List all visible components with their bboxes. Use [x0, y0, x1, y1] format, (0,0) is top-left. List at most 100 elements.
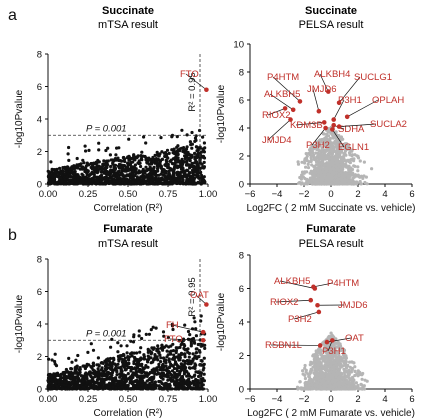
data-point	[188, 182, 192, 186]
data-point	[193, 182, 197, 186]
data-point	[81, 158, 85, 162]
data-point	[327, 180, 331, 184]
y-tick-label: 6	[239, 284, 244, 295]
data-point	[63, 380, 67, 384]
data-point	[124, 384, 128, 388]
data-point	[159, 360, 163, 364]
data-point	[175, 135, 179, 139]
data-point	[178, 369, 182, 373]
data-point	[83, 366, 87, 370]
data-point	[142, 375, 146, 379]
data-point	[131, 175, 135, 179]
data-point	[93, 384, 97, 388]
data-point	[80, 374, 84, 378]
data-point	[185, 145, 189, 149]
data-point	[331, 166, 335, 170]
data-point	[360, 377, 364, 381]
y-tick-label: 4	[239, 318, 244, 329]
data-point	[74, 358, 78, 362]
data-point	[49, 160, 53, 164]
label-leader-line	[332, 129, 345, 148]
data-point	[147, 355, 151, 359]
data-point	[193, 139, 197, 143]
y-tick-label: 6	[37, 287, 42, 298]
data-point	[137, 159, 141, 163]
label-leader-line	[267, 108, 286, 116]
data-point	[114, 153, 118, 157]
data-point	[186, 329, 191, 334]
y-tick-label: 6	[239, 96, 244, 107]
data-point	[323, 150, 327, 154]
data-point	[107, 366, 111, 370]
data-point	[159, 136, 163, 140]
highlight-label: RIOX2	[262, 110, 291, 121]
data-point	[192, 179, 196, 183]
data-point	[151, 159, 156, 163]
x-tick-label: 0.00	[39, 394, 58, 405]
data-point	[182, 148, 186, 152]
highlighted-point	[316, 108, 322, 114]
data-point	[120, 385, 124, 389]
data-point	[313, 168, 318, 172]
data-point	[136, 154, 140, 158]
data-point	[112, 179, 116, 183]
data-point	[105, 165, 109, 169]
data-point	[132, 335, 136, 339]
data-point	[106, 159, 110, 163]
data-point	[176, 346, 180, 350]
data-point	[344, 383, 348, 387]
data-point	[199, 153, 203, 158]
data-point	[53, 352, 57, 356]
data-point	[131, 387, 135, 391]
data-point	[336, 177, 340, 181]
data-point	[337, 154, 341, 158]
data-point	[337, 173, 341, 178]
chart-subtitle: mTSA result	[98, 238, 158, 250]
data-point	[353, 369, 357, 373]
data-point	[116, 341, 120, 345]
data-point	[313, 157, 317, 161]
data-point	[304, 370, 308, 374]
data-point	[187, 173, 191, 177]
data-point	[337, 160, 341, 164]
data-point	[328, 140, 332, 144]
data-point	[354, 381, 358, 385]
data-point	[95, 381, 99, 385]
data-point	[299, 182, 303, 186]
data-point	[119, 159, 124, 163]
data-point	[179, 343, 183, 347]
data-point	[196, 148, 200, 152]
data-point	[336, 147, 340, 151]
data-point	[154, 175, 158, 179]
data-point	[324, 135, 328, 139]
threshold-label: P = 0.001	[86, 328, 127, 339]
data-point	[107, 359, 111, 363]
data-point	[170, 133, 175, 137]
data-point	[158, 353, 162, 357]
data-point	[139, 164, 143, 169]
data-point	[158, 387, 162, 391]
panel-letter-b: b	[8, 227, 17, 244]
data-point	[348, 182, 352, 186]
data-point	[298, 380, 302, 384]
highlighted-points: FTO	[180, 69, 209, 93]
data-point	[94, 162, 98, 166]
data-point	[192, 316, 196, 320]
data-point	[303, 376, 307, 381]
data-point	[325, 163, 329, 167]
data-point	[100, 366, 104, 370]
data-point	[129, 377, 133, 381]
data-point	[105, 373, 109, 377]
data-point	[154, 384, 158, 388]
data-point	[116, 366, 121, 370]
data-point	[89, 342, 93, 346]
data-point	[196, 162, 200, 166]
data-point	[176, 148, 180, 153]
data-point	[132, 166, 137, 170]
data-point	[124, 379, 128, 383]
data-point	[133, 163, 137, 167]
data-point	[344, 159, 348, 163]
highlighted-point	[331, 122, 337, 128]
data-point	[139, 346, 143, 350]
data-point	[182, 146, 186, 150]
